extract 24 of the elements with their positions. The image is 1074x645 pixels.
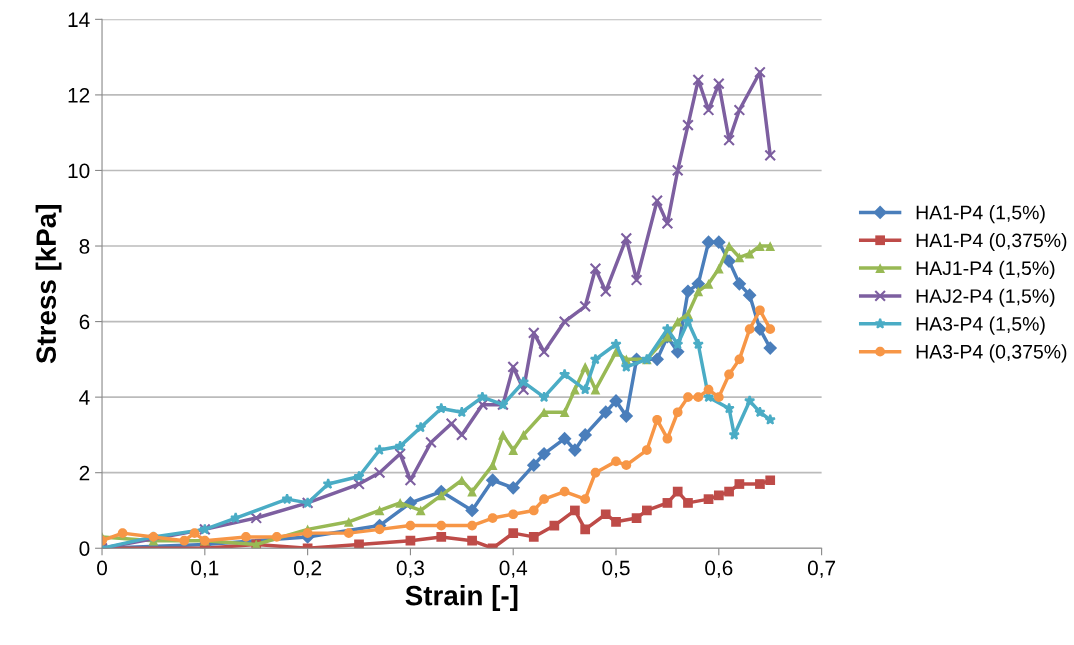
x-tick-label: 0,4 — [499, 560, 528, 578]
x-tick-label: 0,6 — [705, 560, 733, 578]
y-tick-label: 0 — [79, 541, 90, 556]
x-tick-label: 0,7 — [807, 560, 836, 578]
y-axis-title: Stress [kPa] — [35, 205, 62, 364]
x-tick-label: 0,1 — [191, 560, 219, 578]
x-tick-label: 0,2 — [293, 560, 322, 578]
x-tick-label: 0,3 — [396, 560, 424, 578]
legend-label: HAJ1-P4 (1,5%) — [916, 260, 1055, 279]
x-tick-label: 0,5 — [602, 560, 630, 578]
legend-label: HA1-P4 (1,5%) — [916, 205, 1045, 224]
legend-label: HAJ2-P4 (1,5%) — [916, 288, 1055, 307]
y-tick-label: 2 — [79, 465, 90, 481]
x-tick-label: 0 — [97, 560, 108, 576]
y-tick-label: 14 — [68, 12, 90, 27]
legend-label: HA3-P4 (1,5%) — [916, 316, 1045, 335]
legend-label: HA3-P4 (0,375%) — [916, 344, 1067, 363]
y-tick-label: 8 — [79, 239, 90, 254]
x-axis-title: Strain [-] — [405, 585, 518, 611]
y-tick-label: 6 — [79, 314, 90, 330]
y-tick-label: 12 — [68, 87, 90, 103]
legend-label: HA1-P4 (0,375%) — [916, 232, 1067, 252]
y-tick-label: 4 — [79, 390, 90, 405]
y-tick-label: 10 — [68, 163, 90, 179]
